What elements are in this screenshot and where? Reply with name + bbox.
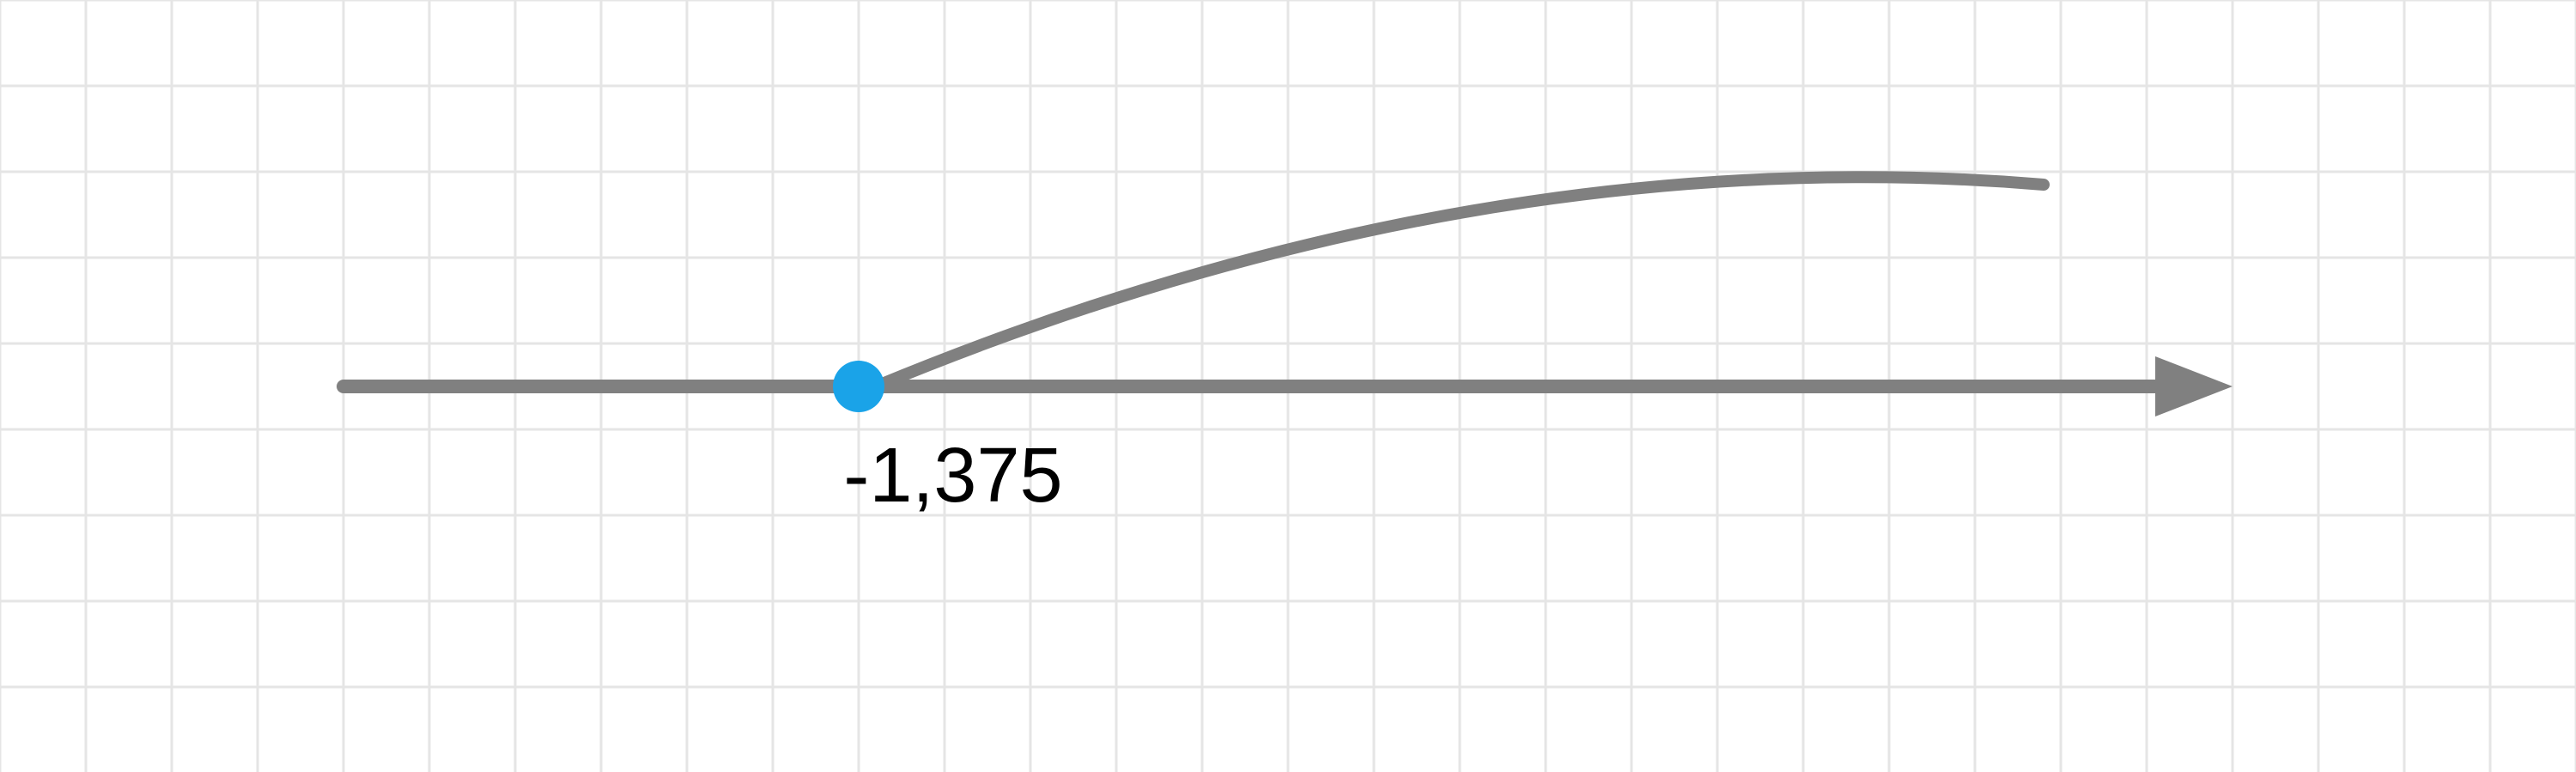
- point-marker: [833, 361, 884, 412]
- point-label: -1,375: [843, 433, 1062, 519]
